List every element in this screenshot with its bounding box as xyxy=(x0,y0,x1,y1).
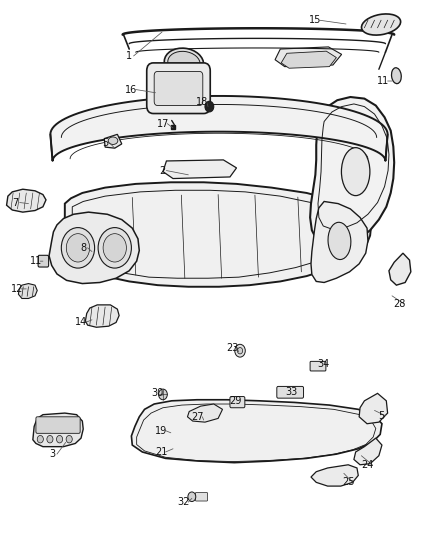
Text: 2: 2 xyxy=(159,166,165,175)
Text: 16: 16 xyxy=(125,85,138,94)
Circle shape xyxy=(237,348,243,354)
Polygon shape xyxy=(59,182,371,287)
Ellipse shape xyxy=(168,51,200,75)
Text: 29: 29 xyxy=(230,396,242,406)
Ellipse shape xyxy=(164,48,204,78)
Ellipse shape xyxy=(328,222,351,260)
FancyBboxPatch shape xyxy=(154,71,203,106)
Text: 23: 23 xyxy=(226,343,238,352)
Polygon shape xyxy=(49,212,139,284)
Polygon shape xyxy=(163,160,237,179)
Circle shape xyxy=(188,492,196,502)
Circle shape xyxy=(205,101,214,112)
Text: 3: 3 xyxy=(49,449,56,459)
Polygon shape xyxy=(104,134,122,148)
Text: 19: 19 xyxy=(155,426,167,435)
Polygon shape xyxy=(281,51,336,68)
Text: 12: 12 xyxy=(11,284,23,294)
FancyBboxPatch shape xyxy=(195,492,208,501)
Circle shape xyxy=(98,228,131,268)
Polygon shape xyxy=(131,400,382,463)
Text: 30: 30 xyxy=(152,389,164,398)
Text: 5: 5 xyxy=(102,138,108,148)
Circle shape xyxy=(47,435,53,443)
Text: 7: 7 xyxy=(12,198,18,207)
Text: 34: 34 xyxy=(317,359,329,368)
Circle shape xyxy=(61,228,95,268)
Circle shape xyxy=(57,435,63,443)
Text: 11: 11 xyxy=(30,256,42,266)
Text: 15: 15 xyxy=(309,15,321,25)
Circle shape xyxy=(103,233,127,262)
Text: 5: 5 xyxy=(378,411,384,421)
Polygon shape xyxy=(311,201,368,282)
FancyBboxPatch shape xyxy=(147,63,210,114)
Polygon shape xyxy=(354,438,382,465)
Circle shape xyxy=(66,435,72,443)
Polygon shape xyxy=(50,96,388,161)
Polygon shape xyxy=(7,189,46,212)
Text: 17: 17 xyxy=(157,119,169,128)
Text: 11: 11 xyxy=(377,76,389,86)
FancyBboxPatch shape xyxy=(36,417,80,433)
Polygon shape xyxy=(18,284,37,298)
Text: 14: 14 xyxy=(75,318,87,327)
Text: 27: 27 xyxy=(192,412,204,422)
Polygon shape xyxy=(359,393,388,424)
Polygon shape xyxy=(187,404,223,422)
Polygon shape xyxy=(310,97,394,246)
Polygon shape xyxy=(275,47,342,67)
Circle shape xyxy=(66,233,90,262)
Text: 18: 18 xyxy=(196,98,208,107)
FancyBboxPatch shape xyxy=(230,397,245,408)
Text: 21: 21 xyxy=(155,447,167,457)
Text: 25: 25 xyxy=(342,478,354,487)
Ellipse shape xyxy=(361,14,401,35)
Ellipse shape xyxy=(342,148,370,196)
Ellipse shape xyxy=(392,68,401,84)
Circle shape xyxy=(159,389,167,400)
Polygon shape xyxy=(311,465,358,486)
FancyBboxPatch shape xyxy=(310,361,326,371)
FancyBboxPatch shape xyxy=(277,386,304,398)
Polygon shape xyxy=(85,305,119,327)
Text: 8: 8 xyxy=(80,243,86,253)
FancyBboxPatch shape xyxy=(38,255,49,267)
Text: 32: 32 xyxy=(178,497,190,507)
Text: 1: 1 xyxy=(126,51,132,61)
Polygon shape xyxy=(33,413,83,447)
Text: 28: 28 xyxy=(393,299,406,309)
Polygon shape xyxy=(389,253,411,285)
Circle shape xyxy=(235,344,245,357)
Text: 24: 24 xyxy=(362,460,374,470)
Text: 33: 33 xyxy=(285,387,297,397)
Circle shape xyxy=(37,435,43,443)
Ellipse shape xyxy=(108,137,118,144)
